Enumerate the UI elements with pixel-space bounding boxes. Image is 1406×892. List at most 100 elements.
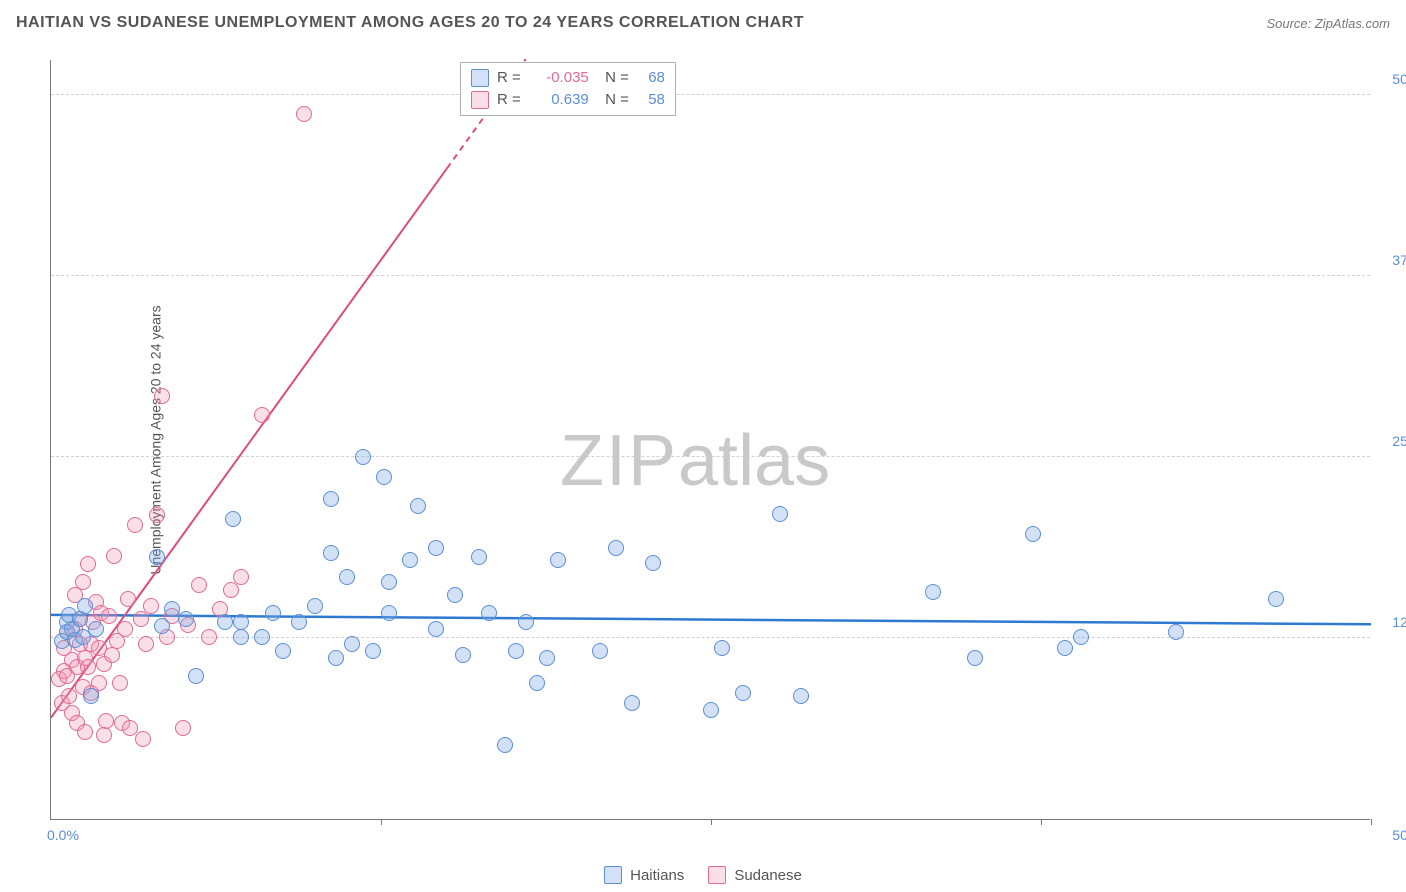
point-sudanese bbox=[254, 407, 270, 423]
x-tick bbox=[1041, 819, 1042, 825]
point-haitians bbox=[1268, 591, 1284, 607]
point-haitians bbox=[624, 695, 640, 711]
point-haitians bbox=[967, 650, 983, 666]
legend-swatch-pink-icon bbox=[471, 91, 489, 109]
point-sudanese bbox=[175, 720, 191, 736]
y-axis-label: Unemployment Among Ages 20 to 24 years bbox=[148, 305, 164, 574]
point-haitians bbox=[376, 469, 392, 485]
point-sudanese bbox=[149, 507, 165, 523]
point-sudanese bbox=[154, 388, 170, 404]
point-sudanese bbox=[77, 724, 93, 740]
point-haitians bbox=[447, 587, 463, 603]
legend-stats-row-1: R = 0.639 N = 58 bbox=[471, 89, 665, 111]
point-sudanese bbox=[138, 636, 154, 652]
legend-item-sudanese: Sudanese bbox=[708, 866, 802, 884]
point-haitians bbox=[1168, 624, 1184, 640]
source-label: Source: ZipAtlas.com bbox=[1266, 16, 1390, 31]
point-haitians bbox=[645, 555, 661, 571]
point-haitians bbox=[793, 688, 809, 704]
y-tick-label: 37.5% bbox=[1392, 252, 1406, 268]
point-haitians bbox=[291, 614, 307, 630]
point-haitians bbox=[381, 605, 397, 621]
point-haitians bbox=[772, 506, 788, 522]
point-sudanese bbox=[201, 629, 217, 645]
point-haitians bbox=[592, 643, 608, 659]
point-sudanese bbox=[133, 611, 149, 627]
point-sudanese bbox=[101, 608, 117, 624]
point-haitians bbox=[1073, 629, 1089, 645]
legend-swatch-blue-icon bbox=[471, 69, 489, 87]
legend-label-haitians: Haitians bbox=[630, 867, 684, 884]
scatter-plot: Unemployment Among Ages 20 to 24 years 0… bbox=[50, 60, 1370, 820]
stat-label-n: N = bbox=[597, 67, 629, 89]
haitians-n-value: 68 bbox=[637, 67, 665, 89]
point-haitians bbox=[402, 552, 418, 568]
point-haitians bbox=[539, 650, 555, 666]
legend-item-haitians: Haitians bbox=[604, 866, 684, 884]
legend-swatch-pink-icon bbox=[708, 866, 726, 884]
point-haitians bbox=[550, 552, 566, 568]
point-sudanese bbox=[80, 659, 96, 675]
stat-label-r: R = bbox=[497, 89, 521, 111]
stat-label-n: N = bbox=[597, 89, 629, 111]
point-haitians bbox=[355, 449, 371, 465]
point-haitians bbox=[365, 643, 381, 659]
point-sudanese bbox=[104, 647, 120, 663]
x-axis-max-label: 50.0% bbox=[1392, 827, 1406, 843]
point-haitians bbox=[154, 618, 170, 634]
point-haitians bbox=[344, 636, 360, 652]
point-haitians bbox=[328, 650, 344, 666]
sudanese-r-value: 0.639 bbox=[529, 89, 589, 111]
point-haitians bbox=[428, 540, 444, 556]
x-axis-min-label: 0.0% bbox=[47, 827, 79, 843]
point-haitians bbox=[225, 511, 241, 527]
point-haitians bbox=[83, 688, 99, 704]
point-sudanese bbox=[80, 556, 96, 572]
point-sudanese bbox=[296, 106, 312, 122]
point-haitians bbox=[164, 601, 180, 617]
point-haitians bbox=[925, 584, 941, 600]
point-haitians bbox=[714, 640, 730, 656]
legend-swatch-blue-icon bbox=[604, 866, 622, 884]
haitians-r-value: -0.035 bbox=[529, 67, 589, 89]
point-haitians bbox=[275, 643, 291, 659]
gridline bbox=[51, 94, 1370, 95]
legend-stats: R = -0.035 N = 68 R = 0.639 N = 58 bbox=[460, 62, 676, 116]
point-haitians bbox=[149, 549, 165, 565]
point-haitians bbox=[178, 611, 194, 627]
point-haitians bbox=[508, 643, 524, 659]
point-haitians bbox=[233, 629, 249, 645]
point-haitians bbox=[217, 614, 233, 630]
x-tick bbox=[711, 819, 712, 825]
legend-label-sudanese: Sudanese bbox=[734, 867, 802, 884]
point-sudanese bbox=[75, 574, 91, 590]
point-haitians bbox=[735, 685, 751, 701]
point-haitians bbox=[88, 621, 104, 637]
point-haitians bbox=[323, 545, 339, 561]
point-sudanese bbox=[122, 720, 138, 736]
point-sudanese bbox=[120, 591, 136, 607]
gridline bbox=[51, 275, 1370, 276]
legend-stats-row-0: R = -0.035 N = 68 bbox=[471, 67, 665, 89]
point-haitians bbox=[77, 598, 93, 614]
stat-label-r: R = bbox=[497, 67, 521, 89]
point-haitians bbox=[428, 621, 444, 637]
point-haitians bbox=[1025, 526, 1041, 542]
point-sudanese bbox=[106, 548, 122, 564]
point-sudanese bbox=[233, 569, 249, 585]
point-sudanese bbox=[112, 675, 128, 691]
point-sudanese bbox=[135, 731, 151, 747]
point-sudanese bbox=[191, 577, 207, 593]
point-haitians bbox=[455, 647, 471, 663]
chart-title: HAITIAN VS SUDANESE UNEMPLOYMENT AMONG A… bbox=[16, 14, 804, 32]
x-tick bbox=[381, 819, 382, 825]
sudanese-n-value: 58 bbox=[637, 89, 665, 111]
point-sudanese bbox=[117, 621, 133, 637]
gridline bbox=[51, 456, 1370, 457]
point-haitians bbox=[381, 574, 397, 590]
point-haitians bbox=[518, 614, 534, 630]
point-haitians bbox=[410, 498, 426, 514]
point-haitians bbox=[188, 668, 204, 684]
point-haitians bbox=[481, 605, 497, 621]
y-tick-label: 50.0% bbox=[1392, 71, 1406, 87]
